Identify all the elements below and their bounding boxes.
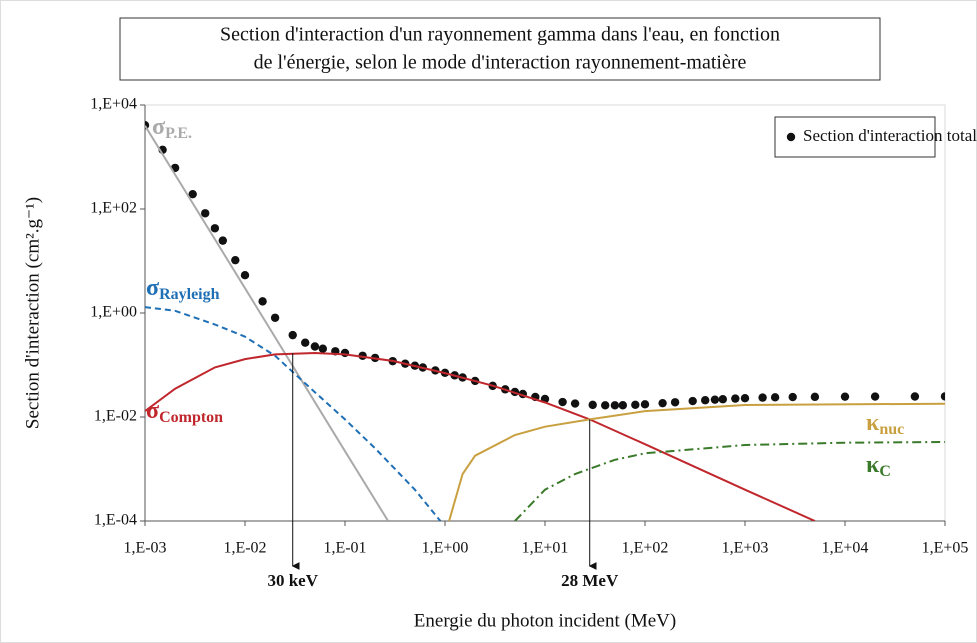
legend-label: Section d'interaction totale — [803, 126, 977, 145]
data-point — [201, 209, 210, 218]
legend-box — [774, 116, 936, 158]
series-line — [448, 402, 945, 521]
series-line — [145, 125, 389, 521]
series-label: σP.E. — [152, 114, 192, 142]
x-tick-label: 1,E+04 — [822, 540, 869, 557]
x-tick-label: 1,E+01 — [522, 540, 569, 557]
data-point — [688, 396, 697, 406]
data-point — [870, 392, 880, 401]
x-tick-label: 1,E+03 — [722, 540, 769, 557]
x-tick-label: 1,E-01 — [323, 540, 366, 557]
series-label: κC — [866, 452, 891, 480]
plot-area — [145, 121, 945, 521]
data-point — [340, 348, 350, 358]
series-line — [514, 441, 945, 521]
chart-title: de l'énergie, selon le mode d'interactio… — [254, 52, 747, 74]
series-symbol: κ — [866, 452, 880, 478]
y-tick-label: 1,E+02 — [90, 200, 137, 217]
data-point — [631, 400, 640, 410]
data-point — [270, 313, 280, 322]
series-subscript: Compton — [159, 409, 223, 426]
data-point — [218, 236, 228, 245]
data-point — [188, 189, 197, 199]
data-point — [310, 342, 320, 351]
series-label: σCompton — [146, 398, 223, 426]
annotation-label: 30 keV — [267, 571, 318, 590]
data-point — [231, 255, 240, 265]
data-point — [658, 398, 667, 408]
data-point — [570, 399, 580, 408]
legend-marker — [786, 132, 796, 142]
title-box — [119, 17, 881, 81]
series-symbol: σ — [146, 398, 159, 424]
data-point — [701, 396, 710, 405]
chart-title: Section d'interaction d'un rayonnement g… — [220, 24, 780, 46]
data-point — [718, 395, 728, 404]
series-line — [145, 306, 442, 521]
data-point — [601, 401, 610, 410]
x-tick-label: 1,E+02 — [622, 540, 669, 557]
data-point — [710, 395, 720, 404]
y-axis-label: Section d'interaction (cm².g⁻¹) — [22, 197, 43, 429]
data-point — [770, 393, 780, 402]
series-subscript: C — [879, 463, 891, 480]
data-point — [740, 393, 750, 403]
series-subscript: P.E. — [165, 125, 192, 142]
data-point — [731, 394, 740, 403]
data-point — [788, 392, 797, 402]
series-symbol: κ — [866, 410, 880, 436]
data-point — [558, 397, 567, 407]
x-tick-label: 1,E-03 — [123, 540, 166, 557]
series-subscript: nuc — [879, 421, 904, 438]
data-point — [618, 401, 628, 410]
data-point — [588, 400, 597, 410]
data-point — [670, 398, 680, 407]
x-tick-label: 1,E+00 — [422, 540, 469, 557]
data-point — [810, 392, 820, 402]
y-tick-label: 1,E-04 — [94, 512, 137, 529]
y-tick-label: 1,E-02 — [94, 408, 137, 425]
annotation-label: 28 MeV — [561, 571, 619, 590]
x-tick-label: 1,E-02 — [223, 540, 266, 557]
y-tick-label: 1,E+00 — [90, 304, 137, 321]
series-subscript: Rayleigh — [159, 286, 220, 303]
data-point — [288, 330, 297, 340]
data-point — [910, 392, 920, 401]
data-point — [640, 400, 650, 409]
data-point — [318, 344, 328, 353]
data-point — [210, 224, 220, 233]
y-tick-label: 1,E+04 — [90, 96, 137, 113]
series-symbol: σ — [146, 275, 159, 301]
x-tick-label: 1,E+05 — [922, 540, 969, 557]
data-point — [240, 271, 250, 280]
data-point — [258, 297, 267, 306]
data-point — [940, 392, 945, 401]
data-point — [301, 338, 310, 347]
series-label: κnuc — [866, 410, 904, 438]
series-symbol: σ — [152, 114, 165, 140]
x-axis-label: Energie du photon incident (MeV) — [414, 610, 676, 631]
data-point — [758, 393, 767, 402]
data-point — [840, 392, 850, 401]
series-line — [145, 351, 816, 521]
data-point — [610, 401, 620, 410]
series-label: σRayleigh — [146, 275, 220, 303]
